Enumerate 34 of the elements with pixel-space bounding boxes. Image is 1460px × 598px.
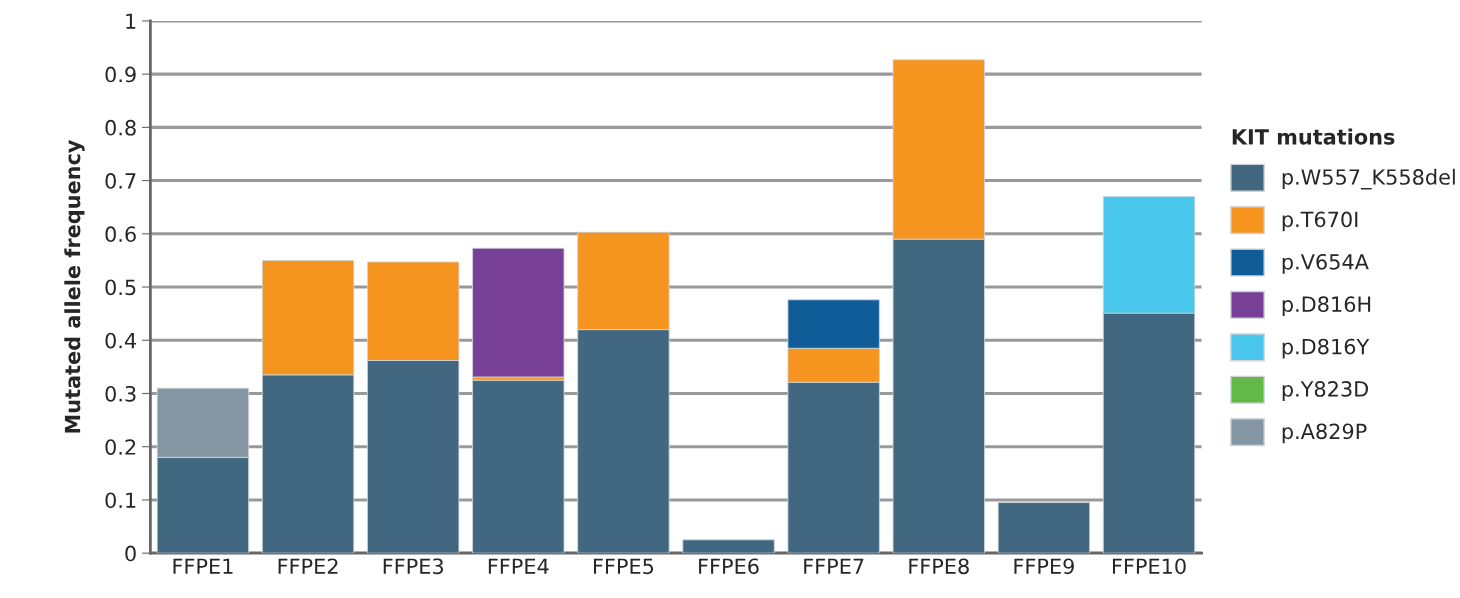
y-tick-label: 0.7 — [105, 173, 136, 189]
x-tick-label: FFPE7 — [804, 558, 864, 574]
legend-label: p.Y823D — [1282, 381, 1368, 401]
y-tick-label: 0.4 — [105, 332, 137, 349]
y-tick-label: 1 — [126, 13, 136, 29]
legend-label: p.A829P — [1282, 423, 1367, 444]
y-tick-label: 0.1 — [105, 492, 136, 509]
y-axis-title: Mutated allele frequency — [64, 139, 85, 433]
x-tick-label: FFPE2 — [278, 558, 338, 574]
y-tick-label: 0.9 — [105, 66, 136, 83]
x-tick-label: FFPE5 — [593, 558, 654, 575]
y-tick-label: 0 — [125, 545, 136, 562]
x-tick-label: FFPE9 — [1014, 558, 1074, 575]
y-tick-label: 0.6 — [105, 226, 136, 243]
legend-label: p.W557_K558del — [1282, 168, 1455, 190]
legend-label: p.D816H — [1282, 296, 1371, 317]
legend-title: KIT mutations — [1232, 128, 1395, 145]
legend-label: p.T670I — [1282, 211, 1358, 232]
bar — [997, 502, 1091, 554]
x-tick-label: FFPE3 — [383, 558, 443, 575]
x-tick-label: FFPE8 — [909, 558, 969, 575]
bar — [472, 247, 565, 378]
y-tick-label: 0.8 — [105, 119, 136, 136]
x-tick-label: FFPE1 — [173, 558, 233, 574]
x-tick-label: FFPE10 — [1112, 558, 1186, 575]
x-tick-label: FFPE4 — [488, 558, 549, 574]
y-tick-label: 0.5 — [105, 279, 136, 296]
y-tick-label: 0.2 — [105, 439, 136, 455]
bar — [472, 379, 565, 554]
x-tick-label: FFPE6 — [699, 558, 759, 575]
legend-label: p.V654A — [1282, 253, 1369, 274]
legend-label: p.D816Y — [1282, 338, 1370, 359]
bar — [682, 539, 775, 554]
y-tick-label: 0.3 — [105, 385, 136, 402]
